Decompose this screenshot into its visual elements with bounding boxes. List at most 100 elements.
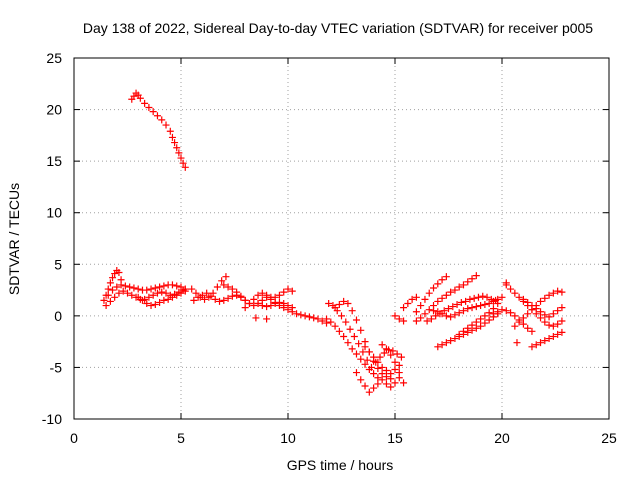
series-arc-23 xyxy=(430,293,506,321)
series-arc-15 xyxy=(361,343,403,378)
data-point xyxy=(442,291,450,299)
data-point xyxy=(181,287,189,295)
data-point xyxy=(258,302,266,310)
x-tick-label: 20 xyxy=(494,430,510,446)
data-point xyxy=(421,310,429,318)
series-arc-29 xyxy=(528,328,566,351)
data-point xyxy=(541,294,549,302)
data-point xyxy=(359,348,367,356)
data-point xyxy=(485,316,493,324)
data-point xyxy=(288,308,296,316)
data-point xyxy=(267,295,275,303)
data-point xyxy=(344,339,352,347)
data-point xyxy=(382,380,390,388)
data-point xyxy=(134,293,142,301)
data-point xyxy=(168,293,176,301)
data-point xyxy=(378,376,386,384)
data-point xyxy=(179,159,187,167)
data-point xyxy=(554,320,562,328)
data-point xyxy=(224,294,232,302)
data-point xyxy=(158,288,166,296)
data-point xyxy=(350,332,358,340)
data-point xyxy=(468,304,476,312)
data-point xyxy=(477,315,485,323)
data-point xyxy=(477,322,485,330)
data-point xyxy=(408,295,416,303)
data-point xyxy=(106,279,114,287)
data-point xyxy=(400,317,408,325)
data-point xyxy=(425,306,433,314)
data-point xyxy=(430,284,438,292)
data-point xyxy=(466,295,474,303)
data-point xyxy=(558,328,566,336)
data-point xyxy=(532,305,540,313)
data-point xyxy=(554,307,562,315)
data-point xyxy=(489,310,497,318)
data-point xyxy=(207,292,215,300)
data-point xyxy=(124,289,131,297)
data-point xyxy=(502,307,510,315)
data-point xyxy=(511,312,519,320)
series-arc-18 xyxy=(391,312,408,325)
data-point xyxy=(361,360,369,368)
data-point xyxy=(445,305,452,313)
data-point xyxy=(372,358,380,366)
series-arc-19 xyxy=(400,293,420,312)
data-point xyxy=(171,139,179,147)
data-point xyxy=(177,154,185,162)
data-point xyxy=(519,295,527,303)
series-arc-2 xyxy=(100,281,189,304)
data-point xyxy=(222,273,230,281)
data-point xyxy=(342,318,350,326)
data-point xyxy=(549,310,557,318)
data-point xyxy=(113,283,121,291)
data-point xyxy=(130,284,138,292)
data-point xyxy=(442,339,450,347)
data-point xyxy=(162,289,170,297)
series-isolated xyxy=(252,279,521,347)
data-point xyxy=(554,287,562,295)
y-tick-label: 15 xyxy=(46,153,62,169)
data-point xyxy=(537,308,545,316)
data-point xyxy=(104,285,112,293)
data-point xyxy=(267,302,275,310)
data-point xyxy=(198,291,206,299)
data-point xyxy=(447,288,455,296)
data-point xyxy=(528,302,536,310)
data-point xyxy=(434,308,442,316)
data-point xyxy=(145,104,153,112)
data-point xyxy=(173,144,181,152)
data-point xyxy=(468,321,476,329)
data-point xyxy=(455,309,463,317)
data-point xyxy=(194,293,202,301)
data-point xyxy=(156,283,164,291)
data-point xyxy=(479,292,487,300)
data-point xyxy=(400,304,408,312)
data-point xyxy=(147,285,155,293)
data-point xyxy=(117,281,125,289)
data-point xyxy=(511,289,519,297)
data-point xyxy=(151,301,159,309)
series-arc-26 xyxy=(489,306,536,335)
data-point xyxy=(355,340,363,348)
data-point xyxy=(361,343,369,351)
data-point xyxy=(284,285,292,293)
data-point xyxy=(263,291,271,299)
data-point xyxy=(250,295,258,303)
data-point xyxy=(370,353,378,361)
data-point xyxy=(153,289,161,297)
data-point xyxy=(537,339,545,347)
y-tick-label: 20 xyxy=(46,102,62,118)
x-axis-label: GPS time / hours xyxy=(287,457,394,473)
data-point xyxy=(115,269,123,277)
data-point xyxy=(288,287,296,295)
data-point xyxy=(141,99,149,107)
data-point xyxy=(327,318,335,326)
data-point xyxy=(391,312,399,320)
data-point xyxy=(192,289,200,297)
data-point xyxy=(175,149,183,157)
data-point xyxy=(357,355,365,363)
gridlines xyxy=(74,58,609,419)
data-point xyxy=(378,363,386,371)
